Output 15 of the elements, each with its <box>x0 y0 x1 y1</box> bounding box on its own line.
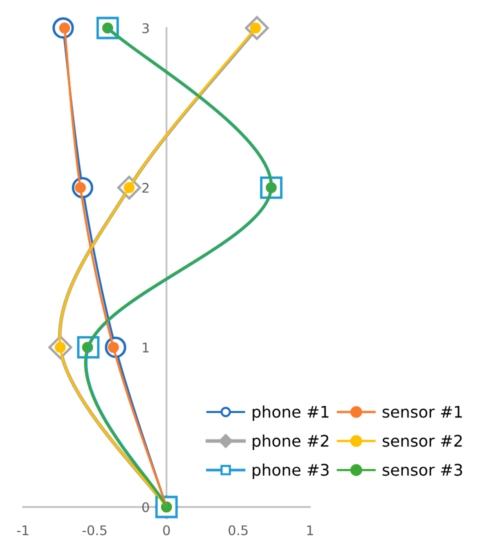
x-tick-label: -0.5 <box>82 525 106 536</box>
legend-label: phone #2 <box>252 434 328 450</box>
legend-label: sensor #3 <box>382 464 462 476</box>
x-tick-label: 0 <box>163 525 170 536</box>
x-tick-label: 1 <box>307 525 313 536</box>
legend-label: sensor #2 <box>382 434 462 447</box>
legend-label: phone #3 <box>252 464 329 479</box>
y-tick-label: 0 <box>142 502 149 512</box>
x-tick-label: -1 <box>17 525 28 536</box>
legend-label: phone #1 <box>252 405 328 421</box>
y-tick-label: 1 <box>142 342 149 352</box>
y-tick-label: 2 <box>142 182 149 193</box>
legend-label: sensor #1 <box>382 406 462 418</box>
y-tick-label: 3 <box>142 23 149 34</box>
x-tick-label: 0.5 <box>228 525 248 536</box>
